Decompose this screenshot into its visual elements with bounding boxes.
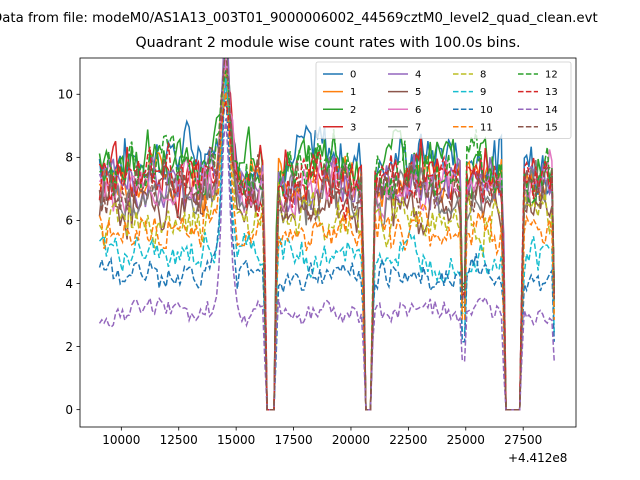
legend-label-9: 9 (480, 87, 486, 98)
legend-label-3: 3 (350, 122, 356, 133)
legend-label-13: 13 (545, 87, 558, 98)
legend-label-15: 15 (545, 122, 558, 133)
x-axis: 10000 12500 15000 17500 20000 22500 25000 27500 (102, 427, 542, 447)
legend-label-8: 8 (480, 70, 486, 81)
figure-suptitle: Data from file: modeM0/AS1A13_003T01_900… (0, 11, 598, 26)
legend-label-5: 5 (415, 87, 421, 98)
y-tick-label: 4 (65, 277, 73, 291)
legend-label-4: 4 (415, 70, 421, 81)
axes-frame (79, 57, 577, 428)
legend-label-6: 6 (415, 105, 421, 116)
series-line-14 (98, 118, 555, 411)
legend-label-2: 2 (350, 105, 356, 116)
x-tick-label: 27500 (504, 433, 542, 447)
series-line-15 (98, 58, 555, 411)
legend-label-10: 10 (480, 105, 493, 116)
series-line-11 (98, 92, 555, 411)
x-tick-label: 25000 (447, 433, 485, 447)
x-tick-label: 17500 (274, 433, 312, 447)
x-tick-label: 10000 (102, 433, 140, 447)
legend-label-11: 11 (480, 122, 493, 133)
legend-label-14: 14 (545, 105, 558, 116)
series-line-7 (98, 89, 555, 411)
legend-label-12: 12 (545, 70, 558, 81)
series-line-12 (99, 70, 555, 411)
series-line-5 (98, 75, 555, 411)
x-offset-text: +4.412e8 (508, 451, 568, 465)
y-tick-label: 10 (58, 88, 73, 102)
y-axis: 0 2 4 6 8 10 (58, 88, 80, 417)
series-line-10 (98, 96, 555, 411)
series-line-9 (98, 77, 555, 411)
legend-box (315, 61, 572, 139)
x-tick-label: 12500 (160, 433, 198, 447)
plot-lines (98, 58, 555, 411)
x-tick-label: 20000 (332, 433, 370, 447)
y-tick-label: 8 (65, 151, 73, 165)
x-tick-label: 15000 (217, 433, 255, 447)
x-tick-label: 22500 (389, 433, 427, 447)
y-tick-label: 0 (65, 403, 73, 417)
legend-label-1: 1 (350, 87, 356, 98)
legend-label-7: 7 (415, 122, 421, 133)
chart-title: Quadrant 2 module wise count rates with … (135, 35, 521, 51)
y-tick-label: 2 (65, 340, 73, 354)
legend-label-0: 0 (350, 70, 356, 81)
y-tick-label: 6 (65, 214, 73, 228)
